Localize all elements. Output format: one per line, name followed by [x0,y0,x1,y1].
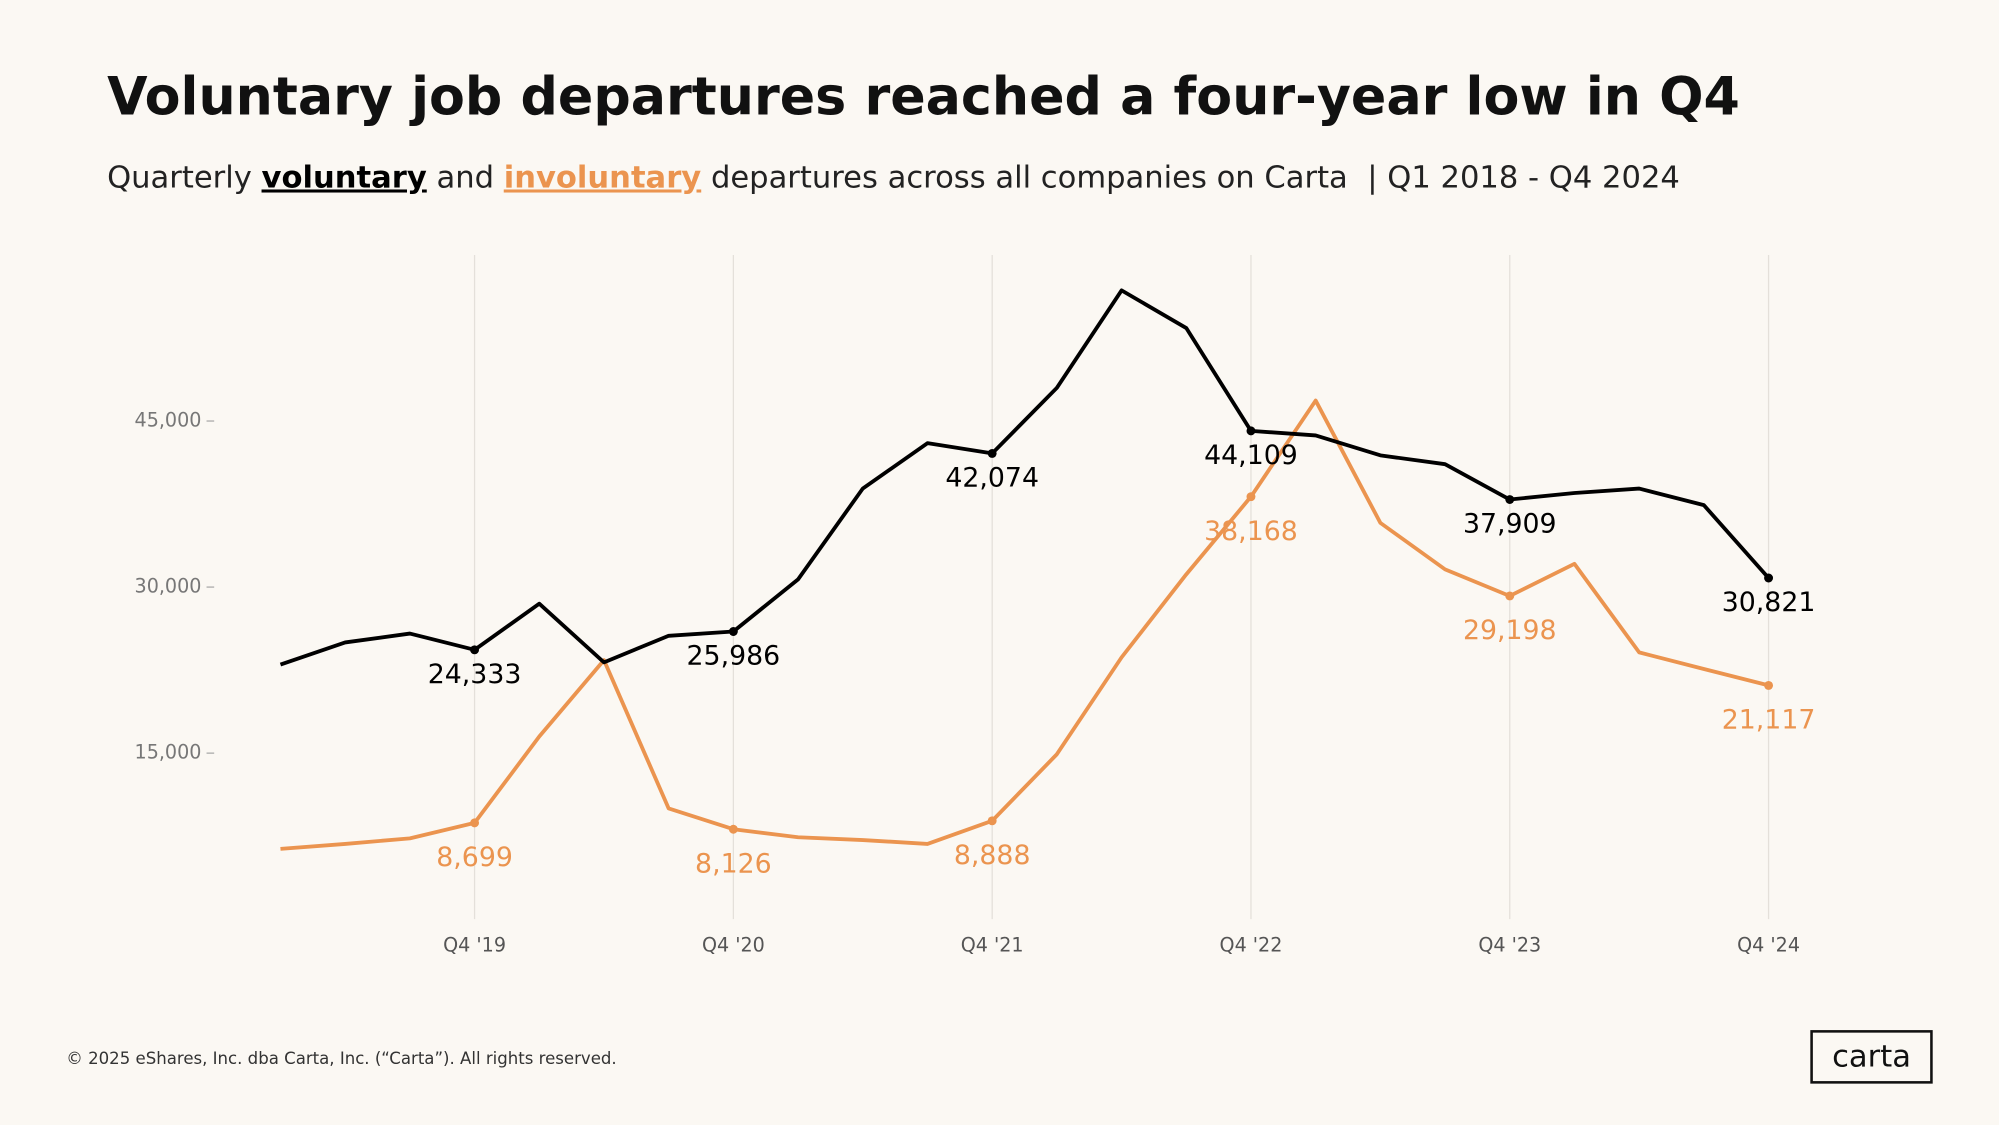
series-line [280,398,1770,851]
series-line [279,288,1770,667]
x-tick-label: Q4 '22 [1220,933,1283,956]
chart-subtitle: Quarterly voluntary and involuntary depa… [107,160,1680,195]
point [1246,426,1256,436]
point [1764,573,1774,583]
point [987,816,997,826]
subtitle-text: departures across all companies on Carta… [701,160,1680,195]
point [470,645,480,655]
point [987,448,997,458]
x-tick-label: Q4 '24 [1737,933,1800,956]
data-label: 21,117 [1722,705,1816,736]
data-label: 38,168 [1204,516,1298,547]
x-tick-label: Q4 '19 [443,933,506,956]
subtitle-text: and [427,160,504,195]
x-tick-label: Q4 '21 [961,933,1024,956]
data-label: 44,109 [1204,440,1298,471]
legend-entry: voluntary [262,160,427,195]
point [1764,680,1774,690]
point [728,627,738,636]
chart-title: Voluntary job departures reached a four-… [107,67,1740,128]
data-label: 29,198 [1463,615,1557,646]
data-label: 30,821 [1722,587,1816,618]
y-tick-label: 45,000 [135,409,202,432]
data-label: 25,986 [687,641,781,672]
legend-entry: involuntary [504,160,702,195]
logo-box [1810,1030,1933,1084]
data-label: 24,333 [428,659,522,690]
data-label: 8,699 [436,842,513,873]
x-tick-label: Q4 '23 [1478,933,1541,956]
data-label: 8,126 [695,848,772,879]
y-tick-label: 30,000 [135,575,202,598]
point [1246,492,1256,502]
point [470,818,480,828]
point [1505,591,1515,601]
logo: carta [1832,1040,1911,1075]
x-tick-label: Q4 '20 [702,933,765,956]
data-label: 42,074 [945,462,1039,493]
data-label: 37,909 [1463,509,1557,540]
footer: © 2025 eShares, Inc. dba Carta, Inc. (“C… [66,1049,616,1068]
y-tick-label: 15,000 [135,741,202,764]
point [728,824,738,834]
data-label: 8,888 [954,840,1031,871]
point [1505,495,1515,504]
subtitle-text: Quarterly [107,160,261,195]
